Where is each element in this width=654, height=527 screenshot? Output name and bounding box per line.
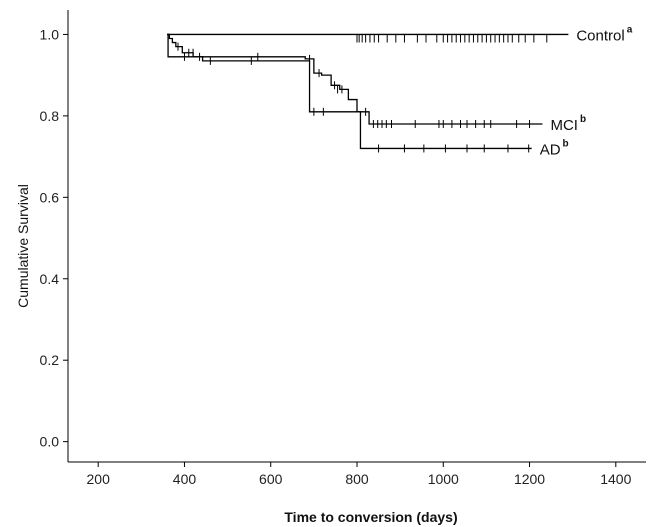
control-series-superscript: a: [627, 24, 633, 35]
mci-series-superscript: b: [580, 114, 586, 125]
y-tick-label: 1.0: [40, 26, 60, 42]
series-ad: [167, 33, 532, 153]
x-tick-label: 800: [345, 471, 369, 487]
series-mci: [167, 33, 543, 129]
ad-survival-line: [167, 33, 532, 150]
x-tick-label: 600: [259, 471, 283, 487]
x-tick-label: 400: [173, 471, 197, 487]
x-axis-title: Time to conversion (days): [284, 509, 457, 525]
ticks: 0.0 0.2 0.4 0.6 0.8 1.0 200 400 600 800 1000 1200 14…: [40, 26, 632, 487]
mci-series-label: MCI: [550, 117, 578, 134]
y-tick-label: 0.6: [40, 189, 60, 205]
ad-series-superscript: b: [563, 138, 569, 149]
y-tick-label: 0.2: [40, 352, 60, 368]
x-tick-label: 1200: [514, 471, 545, 487]
x-tick-label: 1000: [428, 471, 459, 487]
mci-survival-line: [167, 33, 543, 125]
y-tick-label: 0.0: [40, 434, 60, 450]
axes: [67, 10, 646, 463]
ad-series-label: AD: [540, 141, 561, 158]
y-tick-label: 0.8: [40, 108, 60, 124]
x-tick-label: 1400: [600, 471, 631, 487]
x-tick-label: 200: [87, 471, 111, 487]
series-control: [167, 33, 569, 43]
plot-area: [167, 33, 569, 153]
y-tick-label: 0.4: [40, 271, 60, 287]
y-axis-title: Cumulative Survival: [15, 184, 31, 308]
control-series-label: Control: [576, 27, 624, 44]
